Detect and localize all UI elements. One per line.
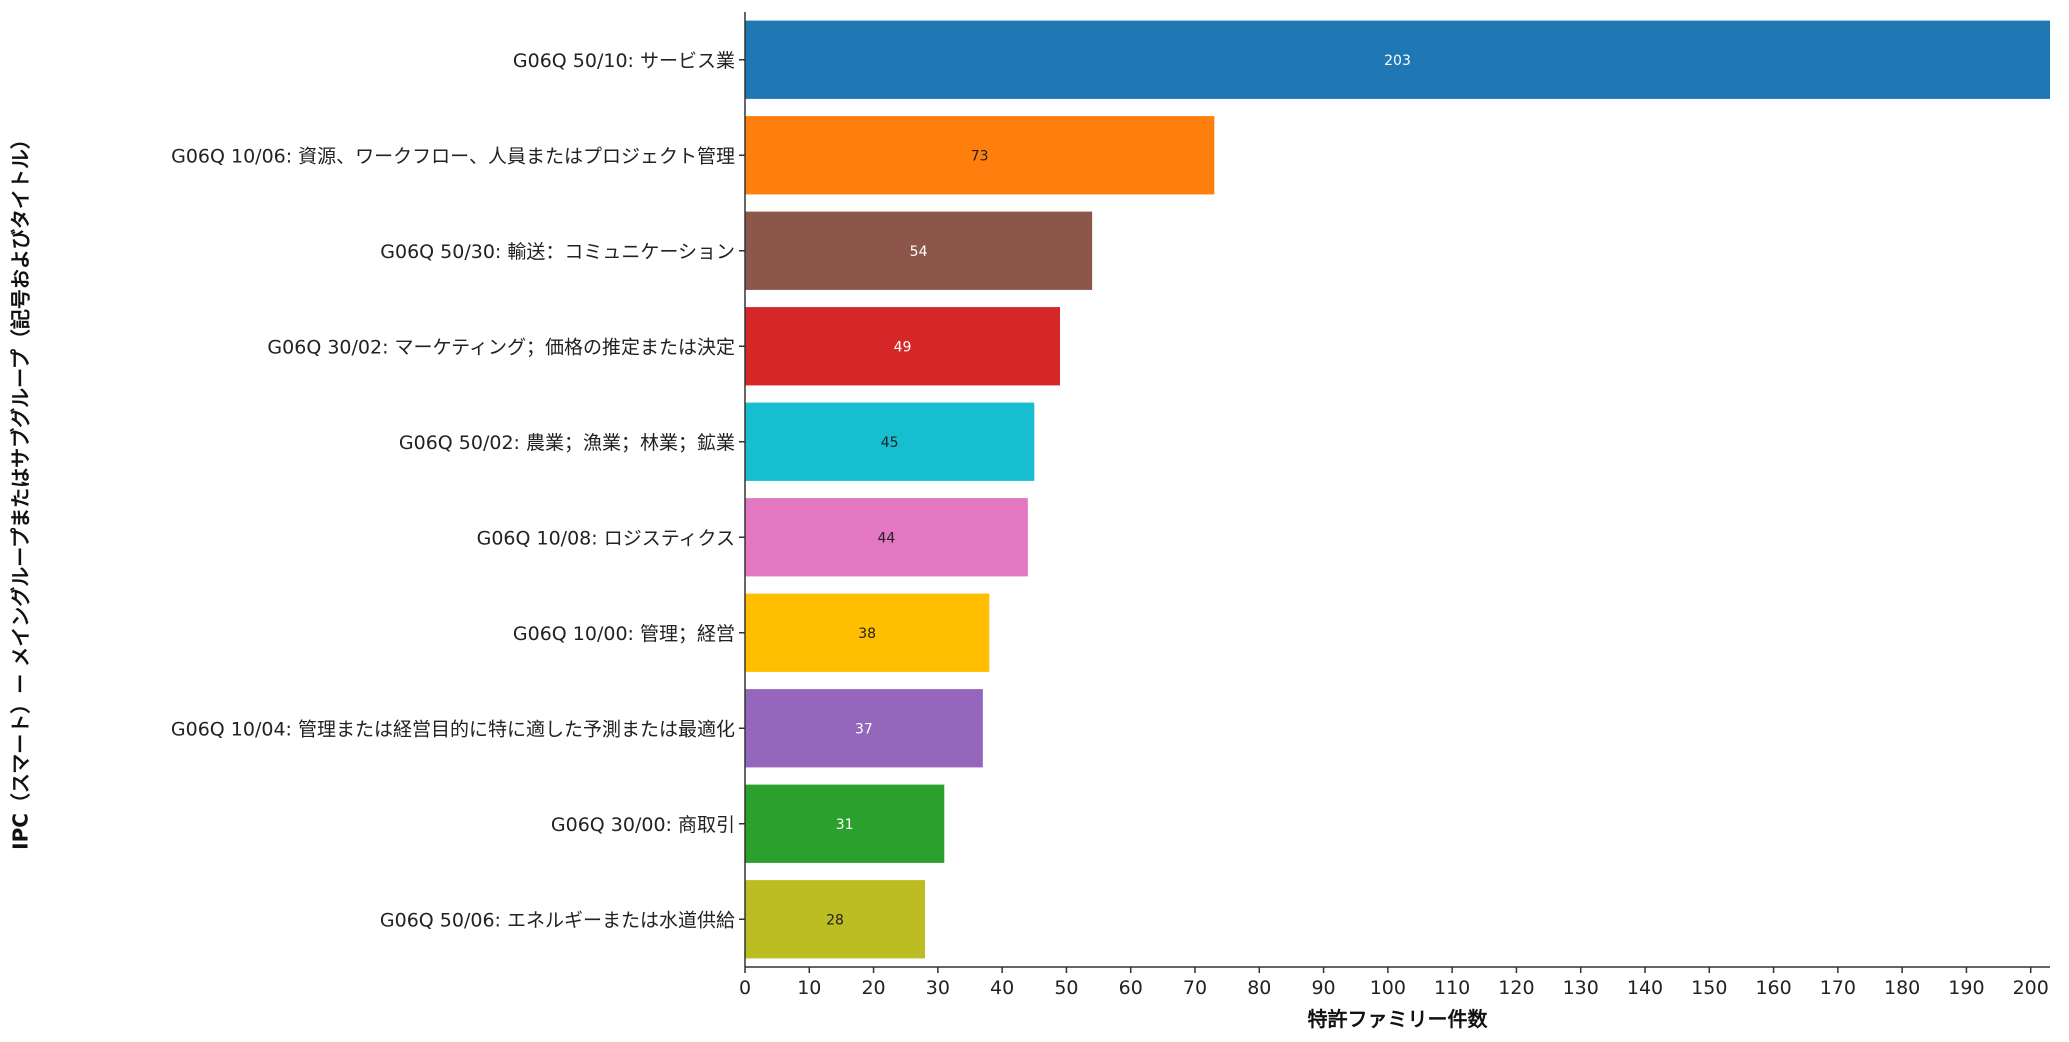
x-tick-label-3: 30	[926, 977, 950, 999]
category-label-6: G06Q 10/00: 管理；経営	[513, 623, 735, 645]
x-tick-label-18: 180	[1884, 977, 1920, 999]
x-tick-label-0: 0	[739, 977, 751, 999]
category-label-0: G06Q 50/10: サービス業	[513, 50, 735, 72]
bar-0	[745, 20, 2050, 99]
data-label-2: 54	[910, 244, 928, 260]
category-label-5: G06Q 10/08: ロジスティクス	[477, 527, 735, 549]
data-label-8: 31	[836, 817, 854, 833]
category-label-9: G06Q 50/06: エネルギーまたは水道供給	[380, 909, 735, 931]
category-label-8: G06Q 30/00: 商取引	[551, 814, 735, 836]
y-axis-title: IPC（スマート）ー メイングループまたはサブグループ（記号およびタイトル）	[9, 129, 33, 850]
category-label-4: G06Q 50/02: 農業；漁業；林業；鉱業	[399, 432, 735, 454]
x-axis-ticks: 0 10 20 30 40 50 60 70 80 90 100 110 120 130 140 150 160…	[739, 967, 2049, 999]
data-label-1: 73	[971, 148, 989, 164]
x-tick-label-14: 140	[1627, 977, 1663, 999]
x-tick-label-13: 130	[1563, 977, 1599, 999]
category-label-3: G06Q 30/02: マーケティング；価格の推定または決定	[267, 336, 735, 358]
data-label-4: 45	[881, 435, 899, 451]
x-tick-label-6: 60	[1119, 977, 1143, 999]
x-tick-label-10: 100	[1370, 977, 1406, 999]
data-label-6: 38	[858, 626, 876, 642]
bar-1	[745, 116, 1215, 195]
x-tick-label-12: 120	[1498, 977, 1534, 999]
bar-2	[745, 211, 1093, 290]
bar-4	[745, 402, 1035, 481]
x-tick-label-19: 190	[1948, 977, 1984, 999]
data-label-5: 44	[878, 530, 896, 546]
bar-6	[745, 593, 990, 672]
x-tick-label-4: 40	[990, 977, 1014, 999]
data-label-7: 37	[855, 721, 873, 737]
data-label-3: 49	[894, 339, 912, 355]
x-tick-label-9: 90	[1311, 977, 1335, 999]
x-tick-label-15: 150	[1691, 977, 1727, 999]
data-labels: 203 73 54 49 45 44 38 37 31 28	[826, 53, 1411, 929]
data-label-9: 28	[826, 912, 844, 928]
x-axis-title: 特許ファミリー件数	[1308, 1007, 1489, 1031]
x-tick-label-5: 50	[1054, 977, 1078, 999]
bar-5	[745, 498, 1028, 577]
bar-8	[745, 784, 945, 863]
bar-9	[745, 880, 925, 959]
category-label-2: G06Q 50/30: 輸送：コミュニケーション	[380, 241, 735, 263]
category-label-1: G06Q 10/06: 資源、ワークフロー、人員またはプロジェクト管理	[171, 145, 735, 167]
x-tick-label-8: 80	[1247, 977, 1271, 999]
x-tick-label-7: 70	[1183, 977, 1207, 999]
x-tick-label-11: 110	[1434, 977, 1470, 999]
x-tick-label-17: 170	[1820, 977, 1856, 999]
bar-3	[745, 307, 1060, 386]
x-tick-label-20: 200	[2013, 977, 2049, 999]
x-tick-label-2: 20	[861, 977, 885, 999]
category-label-7: G06Q 10/04: 管理または経営目的に特に適した予測または最適化	[171, 718, 735, 740]
bar-7	[745, 689, 983, 768]
x-tick-label-1: 10	[797, 977, 821, 999]
data-label-0: 203	[1384, 53, 1411, 69]
bars-group	[745, 20, 2050, 959]
category-labels: G06Q 50/10: サービス業 G06Q 10/06: 資源、ワークフロー、人…	[171, 50, 745, 931]
x-tick-label-16: 160	[1755, 977, 1791, 999]
